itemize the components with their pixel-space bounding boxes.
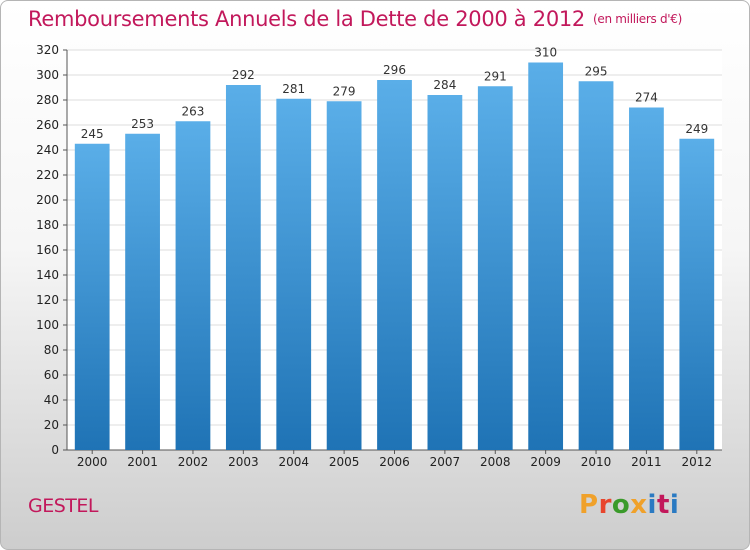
y-tick-label: 320 [36,43,59,57]
x-tick-label: 2000 [77,455,108,469]
y-tick-label: 0 [51,443,59,457]
bar-value-label: 281 [282,82,305,96]
bar [326,101,362,450]
y-tick-label: 260 [36,118,59,132]
bar-value-label: 292 [232,68,255,82]
bar-value-label: 274 [635,91,658,105]
y-tick-label: 180 [36,218,59,232]
y-tick-label: 220 [36,168,59,182]
bar-value-label: 291 [484,69,507,83]
y-tick-label: 160 [36,243,59,257]
x-tick-label: 2012 [682,455,713,469]
bar-value-label: 296 [383,63,406,77]
chart-unit-note: (en milliers d'€) [593,12,683,26]
bar-value-label: 284 [433,78,456,92]
bar [175,121,211,450]
y-tick-label: 240 [36,143,59,157]
x-tick-label: 2007 [430,455,461,469]
y-tick-label: 300 [36,68,59,82]
bar-value-label: 310 [534,46,557,60]
chart-title: Remboursements Annuels de la Dette de 20… [28,7,682,31]
bar [74,143,110,450]
logo-letter: i [647,490,657,520]
x-tick-label: 2011 [631,455,662,469]
logo-letter: x [630,490,648,520]
y-tick-label: 200 [36,193,59,207]
y-tick-label: 280 [36,93,59,107]
y-tick-label: 60 [44,368,59,382]
chart-title-text: Remboursements Annuels de la Dette de 20… [28,7,585,31]
bar-value-label: 245 [81,127,104,141]
bar [629,107,664,450]
logo-letter: o [611,490,631,520]
y-tick-label: 140 [36,268,59,282]
y-tick-label: 80 [44,343,59,357]
bar [578,81,614,450]
y-tick-label: 120 [36,293,59,307]
bar-value-label: 249 [685,122,708,136]
bar [528,62,564,450]
bar-value-label: 253 [131,117,154,131]
x-tick-label: 2006 [379,455,410,469]
x-tick-label: 2010 [581,455,612,469]
bar [427,95,463,450]
x-tick-label: 2008 [480,455,511,469]
x-tick-label: 2003 [228,455,259,469]
logo-letter: i [669,490,680,520]
y-tick-label: 100 [36,318,59,332]
x-tick-label: 2004 [278,455,309,469]
bar [125,133,160,450]
bar [679,138,715,450]
bar [225,85,261,450]
y-tick-label: 40 [44,393,59,407]
logo-letter: P [579,490,599,520]
commune-name: GESTEL [28,495,99,517]
y-tick-label: 20 [44,418,59,432]
x-tick-label: 2002 [178,455,209,469]
bar [276,98,312,450]
x-tick-label: 2001 [127,455,158,469]
x-tick-label: 2005 [329,455,360,469]
bar [377,80,412,450]
logo-letter: t [656,490,670,520]
bar-value-label: 263 [182,104,205,118]
logo-letter: r [598,490,612,520]
proxiti-logo: Proxiti [579,490,679,520]
bar-value-label: 279 [333,84,356,98]
bar-value-label: 295 [585,64,608,78]
x-tick-label: 2009 [530,455,561,469]
bar [477,86,513,450]
